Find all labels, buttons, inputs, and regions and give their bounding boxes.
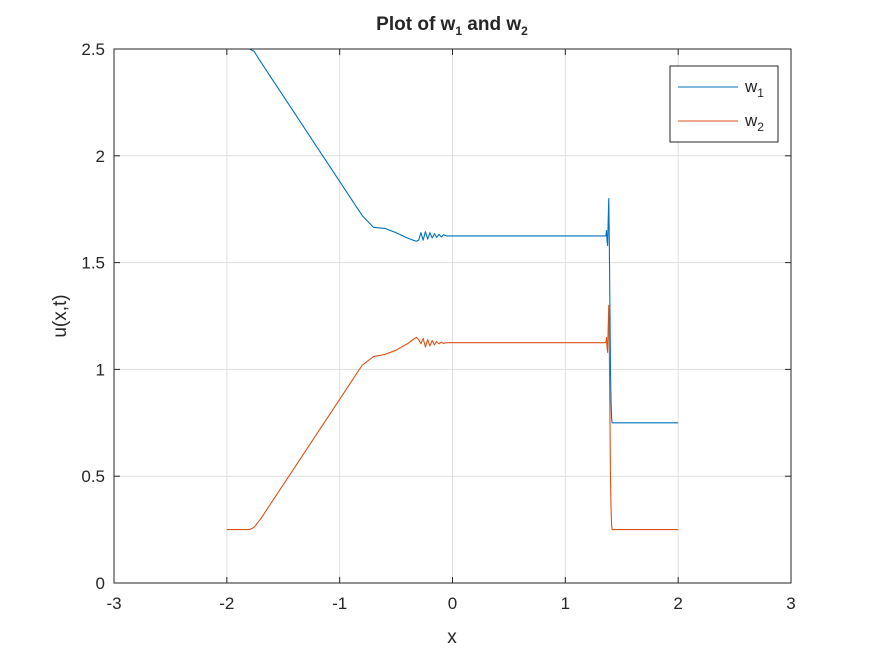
series-line-w2 xyxy=(226,304,679,531)
tick-labels: -3 -2 -1 0 1 2 3 0 0.5 1 1.5 2 2.5 xyxy=(81,40,795,613)
x-axis-label: x xyxy=(447,627,457,648)
legend-box xyxy=(669,65,779,143)
y-tick-label: 0 xyxy=(96,574,105,593)
legend-label-w2: w2 xyxy=(744,111,764,134)
y-tick-label: 2.5 xyxy=(81,40,105,59)
x-tick-label: 2 xyxy=(673,594,682,613)
chart-title: Plot of w1 and w2 xyxy=(376,14,528,38)
x-tick-label: -2 xyxy=(219,594,234,613)
x-tick-label: 0 xyxy=(448,594,457,613)
x-tick-label: 1 xyxy=(561,594,570,613)
y-tick-label: 2 xyxy=(96,147,105,166)
axis-ticks xyxy=(113,48,792,584)
series-layer xyxy=(226,48,679,531)
x-tick-label: -1 xyxy=(332,594,347,613)
legend: w1 w2 xyxy=(669,65,779,143)
legend-label-w1: w1 xyxy=(744,77,764,100)
x-tick-label: 3 xyxy=(786,594,795,613)
y-tick-label: 0.5 xyxy=(81,467,105,486)
x-tick-label: -3 xyxy=(106,594,121,613)
y-tick-label: 1.5 xyxy=(81,254,105,273)
y-tick-label: 1 xyxy=(96,360,105,379)
series-line-w1 xyxy=(226,48,679,424)
y-axis-label: u(x,t) xyxy=(50,294,71,337)
